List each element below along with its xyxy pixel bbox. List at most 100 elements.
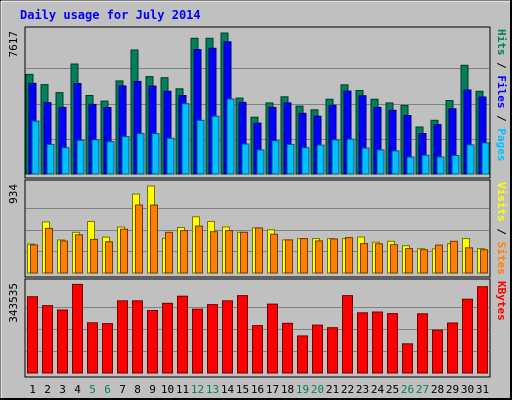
bar-sites-day-4	[75, 234, 83, 274]
bar-kbytes-day-1	[27, 296, 38, 374]
bar-kbytes-day-14	[222, 300, 233, 374]
bar-kbytes-day-7	[117, 300, 128, 374]
legend: Visits / Sites	[495, 182, 508, 275]
bar-kbytes-day-5	[87, 322, 98, 374]
legend: KBytes	[495, 281, 508, 321]
bar-sites-day-29	[450, 240, 458, 274]
bar-sites-day-9	[150, 204, 158, 274]
bar-pages-day-21	[331, 139, 340, 175]
bar-sites-day-31	[480, 249, 488, 274]
panel-visits-sites: 934 Visits / Sites	[7, 179, 508, 278]
bar-sites-day-25	[390, 244, 398, 274]
x-tick-label-day-10: 10	[161, 383, 174, 396]
legend-text: KBytes	[495, 281, 508, 321]
legend-separator: /	[495, 222, 508, 242]
bar-kbytes-day-6	[102, 323, 113, 374]
x-tick-label-day-8: 8	[134, 383, 141, 396]
bar-sites-day-14	[225, 230, 233, 274]
bar-sites-day-17	[270, 233, 278, 274]
bar-sites-day-3	[60, 240, 68, 274]
x-tick-label-day-26: 26	[401, 383, 414, 396]
x-tick-label-day-5: 5	[89, 383, 96, 396]
bar-sites-day-2	[45, 227, 53, 274]
bar-pages-day-18	[286, 143, 295, 175]
bar-sites-day-12	[195, 225, 203, 274]
bar-pages-day-4	[76, 139, 85, 175]
bar-sites-day-28	[435, 244, 443, 274]
scale-label: 7617	[7, 31, 20, 58]
x-tick-label-day-7: 7	[119, 383, 126, 396]
bar-kbytes-day-30	[462, 298, 473, 374]
bar-kbytes-day-12	[192, 308, 203, 374]
bar-sites-day-7	[120, 228, 128, 274]
x-tick-label-day-4: 4	[74, 383, 81, 396]
x-tick-label-day-31: 31	[476, 383, 489, 396]
panels-layer: 7617 Hits / Files / Pages 934 Visits / Site…	[7, 26, 508, 378]
x-tick-label-day-27: 27	[416, 383, 429, 396]
bar-pages-day-25	[391, 150, 400, 175]
bar-kbytes-day-25	[387, 313, 398, 374]
x-tick-label-day-14: 14	[221, 383, 235, 396]
x-tick-label-day-20: 20	[311, 383, 324, 396]
legend-text: Hits / Files / Pages	[495, 29, 508, 162]
legend-item-visits: Visits	[495, 182, 508, 222]
bar-sites-day-10	[165, 231, 173, 274]
bar-sites-day-22	[345, 237, 353, 274]
bar-kbytes-day-21	[327, 327, 338, 374]
scale-label: 343535	[7, 283, 20, 323]
bar-pages-day-8	[136, 133, 145, 175]
bar-pages-day-19	[301, 147, 310, 175]
bar-kbytes-day-20	[312, 324, 323, 374]
bar-pages-day-16	[256, 149, 265, 175]
bar-pages-day-30	[466, 144, 475, 175]
x-tick-label-day-6: 6	[104, 383, 111, 396]
bar-pages-day-11	[181, 103, 190, 175]
x-tick-label-day-9: 9	[149, 383, 156, 396]
bar-sites-day-27	[420, 249, 428, 274]
x-tick-label-day-25: 25	[386, 383, 399, 396]
bar-kbytes-day-26	[402, 343, 413, 374]
bar-kbytes-day-11	[177, 295, 188, 374]
bar-sites-day-18	[285, 239, 293, 274]
x-tick-label-day-24: 24	[371, 383, 385, 396]
bar-pages-day-17	[271, 140, 280, 175]
bar-pages-day-2	[46, 143, 55, 175]
bar-kbytes-day-24	[372, 311, 383, 374]
bar-kbytes-day-22	[342, 295, 353, 374]
bar-sites-day-26	[405, 248, 413, 274]
x-axis-labels: 1 2 3 4 5 6 7 8 9 10 11 12 13 14 15 16 17 18 19 20 21 22 23 24 2…	[29, 383, 489, 396]
bar-pages-day-27	[421, 154, 430, 175]
bar-kbytes-day-17	[267, 303, 278, 374]
legend-item-hits: Hits	[495, 29, 508, 56]
bar-sites-day-16	[255, 227, 263, 274]
x-tick-label-day-12: 12	[191, 383, 204, 396]
bar-pages-day-6	[106, 141, 115, 175]
bar-sites-day-13	[210, 231, 218, 274]
chart-title: Daily usage for July 2014	[20, 8, 201, 22]
x-tick-label-day-15: 15	[236, 383, 249, 396]
x-tick-label-day-1: 1	[29, 383, 36, 396]
bar-kbytes-day-9	[147, 310, 158, 374]
bar-pages-day-7	[121, 136, 130, 175]
bar-sites-day-15	[240, 231, 248, 274]
bar-pages-day-26	[406, 156, 415, 175]
bar-sites-day-20	[315, 240, 323, 274]
bar-pages-day-29	[451, 155, 460, 175]
bar-pages-day-28	[436, 156, 445, 175]
bar-sites-day-5	[90, 238, 98, 274]
bar-sites-day-30	[465, 247, 473, 274]
bar-pages-day-5	[91, 139, 100, 175]
x-tick-label-day-18: 18	[281, 383, 294, 396]
legend-separator: /	[495, 109, 508, 129]
bar-kbytes-day-19	[297, 335, 308, 374]
bar-kbytes-day-18	[282, 322, 293, 374]
legend-item-pages: Pages	[495, 128, 508, 161]
x-tick-label-day-21: 21	[326, 383, 339, 396]
bar-kbytes-day-3	[57, 309, 68, 374]
bar-pages-day-10	[166, 137, 175, 175]
bar-kbytes-day-8	[132, 300, 143, 374]
bar-pages-day-15	[241, 143, 250, 175]
bar-pages-day-20	[316, 144, 325, 175]
bar-pages-day-12	[196, 119, 205, 175]
